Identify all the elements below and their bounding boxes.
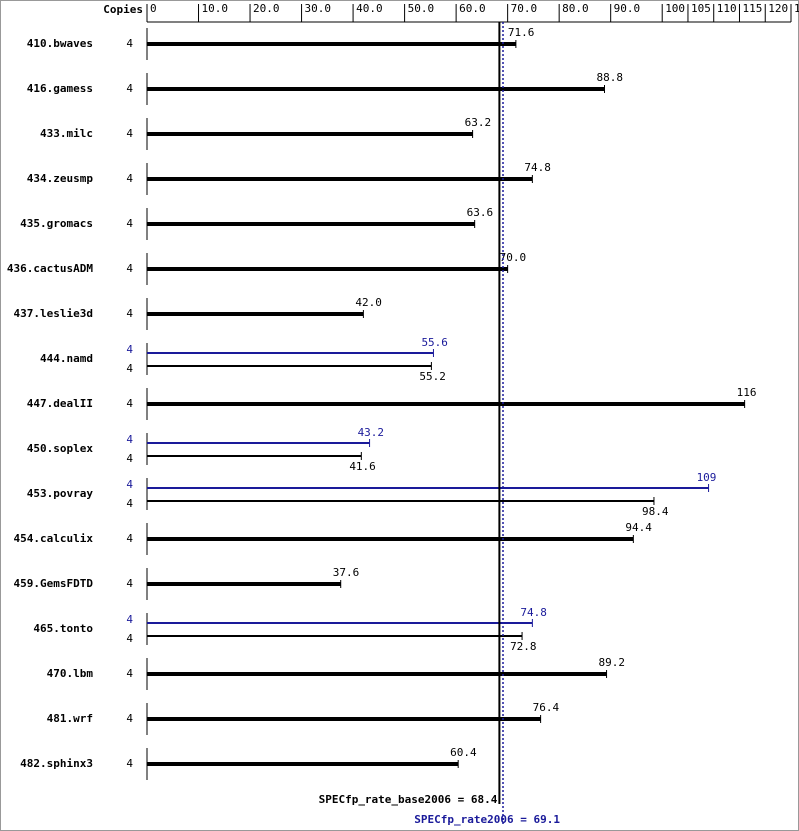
copies: 4: [126, 172, 133, 185]
x-tick-label: 110: [717, 2, 737, 15]
value-label: 70.0: [500, 251, 527, 264]
value-label: 41.6: [349, 460, 376, 473]
value-label: 72.8: [510, 640, 537, 653]
copies: 4: [126, 307, 133, 320]
value-label: 63.6: [467, 206, 494, 219]
value-label: 63.2: [465, 116, 492, 129]
benchmark-label: 433.milc: [40, 127, 93, 140]
benchmark-label: 454.calculix: [14, 532, 94, 545]
copies: 4: [126, 667, 133, 680]
benchmark-label: 444.namd: [40, 352, 93, 365]
value-label: 76.4: [533, 701, 560, 714]
benchmark-label: 410.bwaves: [27, 37, 93, 50]
value-label: 74.8: [524, 161, 551, 174]
copies: 4: [126, 757, 133, 770]
reference-label: SPECfp_rate_base2006 = 68.4: [319, 793, 498, 806]
x-tick-label: 40.0: [356, 2, 383, 15]
copies: 4: [126, 497, 133, 510]
copies: 4: [126, 532, 133, 545]
benchmark-label: 447.dealII: [27, 397, 93, 410]
copies-header: Copies: [103, 3, 143, 16]
value-label: 74.8: [520, 606, 547, 619]
value-label: 55.2: [419, 370, 446, 383]
x-tick-label: 10.0: [202, 2, 229, 15]
benchmark-label: 436.cactusADM: [7, 262, 93, 275]
value-label: 37.6: [333, 566, 360, 579]
copies: 4: [126, 613, 133, 626]
value-label: 94.4: [625, 521, 652, 534]
copies: 4: [126, 127, 133, 140]
copies: 4: [126, 343, 133, 356]
x-tick-label: 100: [665, 2, 685, 15]
benchmark-label: 453.povray: [27, 487, 94, 500]
x-tick-label: 50.0: [408, 2, 435, 15]
copies: 4: [126, 632, 133, 645]
x-tick-label: 70.0: [511, 2, 538, 15]
x-tick-label: 125: [794, 2, 799, 15]
copies: 4: [126, 362, 133, 375]
copies: 4: [126, 712, 133, 725]
benchmark-label: 437.leslie3d: [14, 307, 93, 320]
copies: 4: [126, 262, 133, 275]
copies: 4: [126, 433, 133, 446]
x-tick-label: 120: [768, 2, 788, 15]
value-label: 116: [737, 386, 757, 399]
benchmark-label: 465.tonto: [33, 622, 93, 635]
x-tick-label: 90.0: [614, 2, 641, 15]
benchmark-label: 470.lbm: [47, 667, 94, 680]
value-label: 109: [697, 471, 717, 484]
benchmark-label: 435.gromacs: [20, 217, 93, 230]
x-tick-label: 0: [150, 2, 157, 15]
benchmark-label: 450.soplex: [27, 442, 94, 455]
value-label: 98.4: [642, 505, 669, 518]
copies: 4: [126, 82, 133, 95]
x-tick-label: 115: [742, 2, 762, 15]
value-label: 88.8: [596, 71, 623, 84]
x-tick-label: 20.0: [253, 2, 279, 15]
value-label: 89.2: [599, 656, 626, 669]
x-tick-label: 30.0: [305, 2, 332, 15]
benchmark-label: 459.GemsFDTD: [14, 577, 94, 590]
benchmark-label: 416.gamess: [27, 82, 93, 95]
x-tick-label: 105: [691, 2, 711, 15]
x-tick-label: 80.0: [562, 2, 589, 15]
copies: 4: [126, 37, 133, 50]
copies: 4: [126, 577, 133, 590]
benchmark-label: 482.sphinx3: [20, 757, 93, 770]
copies: 4: [126, 397, 133, 410]
copies: 4: [126, 452, 133, 465]
value-label: 42.0: [355, 296, 382, 309]
benchmark-label: 481.wrf: [47, 712, 93, 725]
value-label: 43.2: [358, 426, 385, 439]
x-tick-label: 60.0: [459, 2, 486, 15]
copies: 4: [126, 478, 133, 491]
benchmark-label: 434.zeusmp: [27, 172, 94, 185]
value-label: 60.4: [450, 746, 477, 759]
reference-label: SPECfp_rate2006 = 69.1: [414, 813, 560, 826]
value-label: 55.6: [421, 336, 448, 349]
copies: 4: [126, 217, 133, 230]
value-label: 71.6: [508, 26, 534, 39]
